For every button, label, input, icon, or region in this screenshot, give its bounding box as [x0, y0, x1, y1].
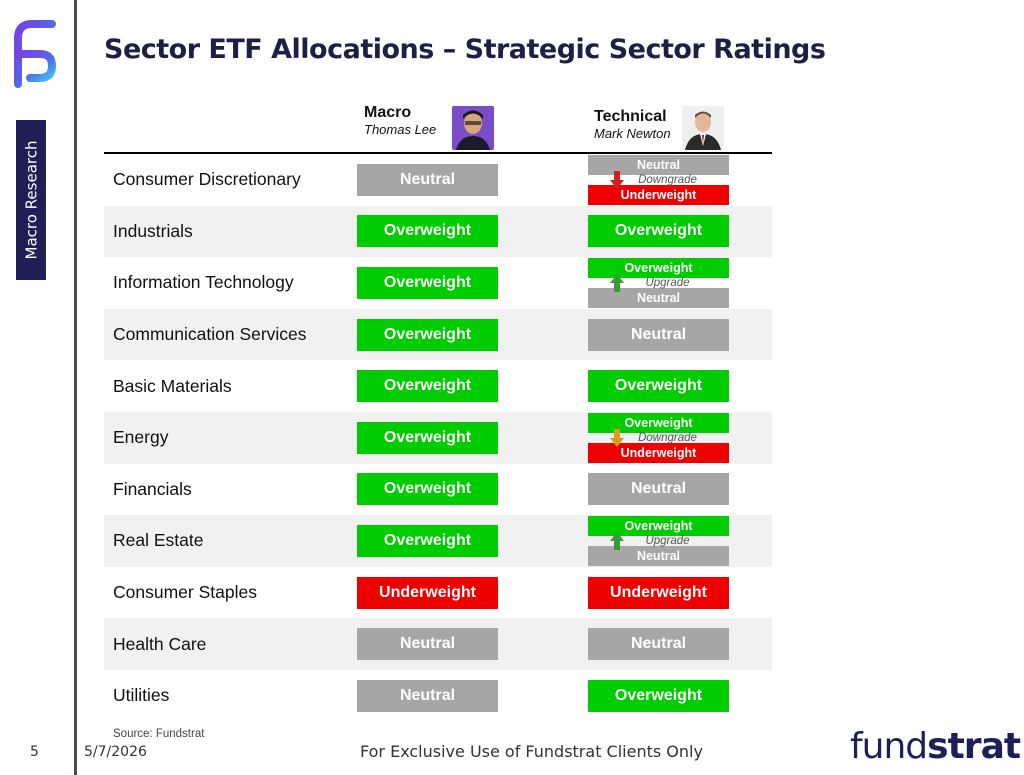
new-rating-badge: Neutral	[588, 288, 729, 309]
header-rule	[104, 152, 772, 154]
sector-name: Energy	[113, 427, 169, 448]
sector-name: Communication Services	[113, 324, 307, 345]
sector-name: Consumer Discretionary	[113, 169, 301, 190]
table-row: Real Estate Overweight Overweight Neutral Up…	[104, 515, 772, 567]
rating-change-label-wrap: Downgrade	[588, 431, 729, 445]
macro-column-header: Macro Thomas Lee	[364, 104, 504, 152]
table-row: Industrials Overweight Overweight	[104, 205, 772, 258]
macro-header-person: Thomas Lee	[364, 122, 437, 137]
thomas-lee-avatar	[452, 106, 494, 150]
macro-rating-badge: Overweight	[357, 266, 498, 299]
previous-rating-badge: Overweight	[588, 258, 729, 279]
sector-name: Consumer Staples	[113, 582, 257, 603]
rating-change-label-wrap: Upgrade	[588, 534, 729, 548]
rating-change-label: Downgrade	[638, 431, 697, 444]
macro-rating-badge: Neutral	[357, 679, 498, 712]
table-row: Energy Overweight Overweight Underweight Dow…	[104, 411, 772, 464]
fundstrat-logo-icon	[14, 20, 57, 88]
previous-rating-badge: Overweight	[588, 412, 729, 433]
footer-disclaimer: For Exclusive Use of Fundstrat Clients O…	[360, 742, 703, 761]
macro-rating-badge: Overweight	[357, 215, 498, 248]
page-title: Sector ETF Allocations – Strategic Secto…	[104, 34, 826, 65]
mark-newton-avatar	[682, 106, 724, 150]
new-rating-badge: Underweight	[588, 185, 729, 205]
new-rating-badge: Underweight	[588, 442, 729, 463]
rating-change-label: Downgrade	[638, 174, 697, 186]
wordmark-part-a: fund	[850, 726, 928, 767]
macro-rating-badge: Overweight	[357, 524, 498, 557]
section-tag-label: Macro Research	[22, 140, 40, 260]
source-note: Source: Fundstrat	[113, 728, 205, 740]
previous-rating-badge: Overweight	[588, 516, 729, 537]
sector-name: Health Care	[113, 633, 207, 654]
new-rating-badge: Neutral	[588, 546, 729, 567]
macro-rating-badge: Overweight	[357, 370, 498, 403]
table-row: Information Technology Overweight Overweig…	[104, 257, 772, 309]
sector-name: Real Estate	[113, 530, 204, 551]
macro-rating-badge: Overweight	[357, 318, 498, 351]
macro-rating-badge: Overweight	[357, 473, 498, 506]
wordmark-part-b: strat	[927, 726, 1021, 767]
technical-rating-badge: Neutral	[588, 628, 729, 661]
technical-header-person: Mark Newton	[594, 126, 671, 141]
technical-rating-badge: Overweight	[588, 679, 729, 712]
left-rail-divider	[74, 0, 77, 775]
table-row: Financials Overweight Neutral	[104, 464, 772, 516]
technical-rating-change: Overweight Neutral Upgrade	[588, 515, 729, 567]
up-arrow-icon	[610, 274, 624, 293]
macro-rating-badge: Underweight	[357, 576, 498, 609]
table-row: Consumer Discretionary Neutral Neutral Unde…	[104, 154, 772, 206]
table-row: Health Care Neutral Neutral	[104, 618, 772, 670]
sector-name: Information Technology	[113, 272, 294, 293]
rating-change-label-wrap: Upgrade	[588, 276, 729, 290]
table-row: Basic Materials Overweight Overweight	[104, 360, 772, 412]
technical-column-header: Technical Mark Newton	[594, 106, 734, 156]
rating-change-label: Upgrade	[645, 277, 690, 290]
technical-rating-badge: Underweight	[588, 576, 729, 609]
ratings-table: Consumer Discretionary Neutral Neutral Unde…	[104, 154, 772, 722]
fundstrat-wordmark: fundstrat	[850, 726, 1021, 767]
table-row: Communication Services Overweight Neutral	[104, 308, 772, 361]
section-tag: Macro Research	[16, 120, 46, 280]
previous-rating-badge: Neutral	[588, 155, 729, 175]
macro-header-name: Macro	[364, 104, 412, 121]
technical-rating-badge: Neutral	[588, 473, 729, 506]
sector-name: Basic Materials	[113, 375, 232, 396]
technical-rating-change: Overweight Neutral Upgrade	[588, 257, 729, 309]
rating-change-label: Upgrade	[645, 535, 690, 548]
down-arrow-icon	[610, 428, 624, 447]
technical-rating-badge: Overweight	[588, 370, 729, 403]
technical-rating-badge: Overweight	[588, 215, 729, 248]
macro-rating-badge: Overweight	[357, 421, 498, 454]
technical-rating-change: Neutral Underweight Downgrade	[588, 154, 729, 206]
rating-change-label-wrap: Downgrade	[588, 173, 729, 187]
technical-rating-change: Overweight Underweight Downgrade	[588, 412, 729, 464]
page-number: 5	[30, 744, 39, 760]
macro-rating-badge: Neutral	[357, 163, 498, 196]
table-row: Consumer Staples Underweight Underweight	[104, 567, 772, 619]
macro-rating-badge: Neutral	[357, 628, 498, 661]
technical-rating-badge: Neutral	[588, 318, 729, 351]
sector-name: Financials	[113, 478, 192, 499]
footer-date: 5/7/2026	[84, 744, 147, 760]
up-arrow-icon	[610, 532, 624, 551]
technical-header-name: Technical	[594, 108, 667, 125]
sector-name: Utilities	[113, 685, 170, 706]
sector-name: Industrials	[113, 220, 193, 241]
table-row: Utilities Neutral Overweight	[104, 670, 772, 722]
down-arrow-icon	[610, 171, 624, 189]
